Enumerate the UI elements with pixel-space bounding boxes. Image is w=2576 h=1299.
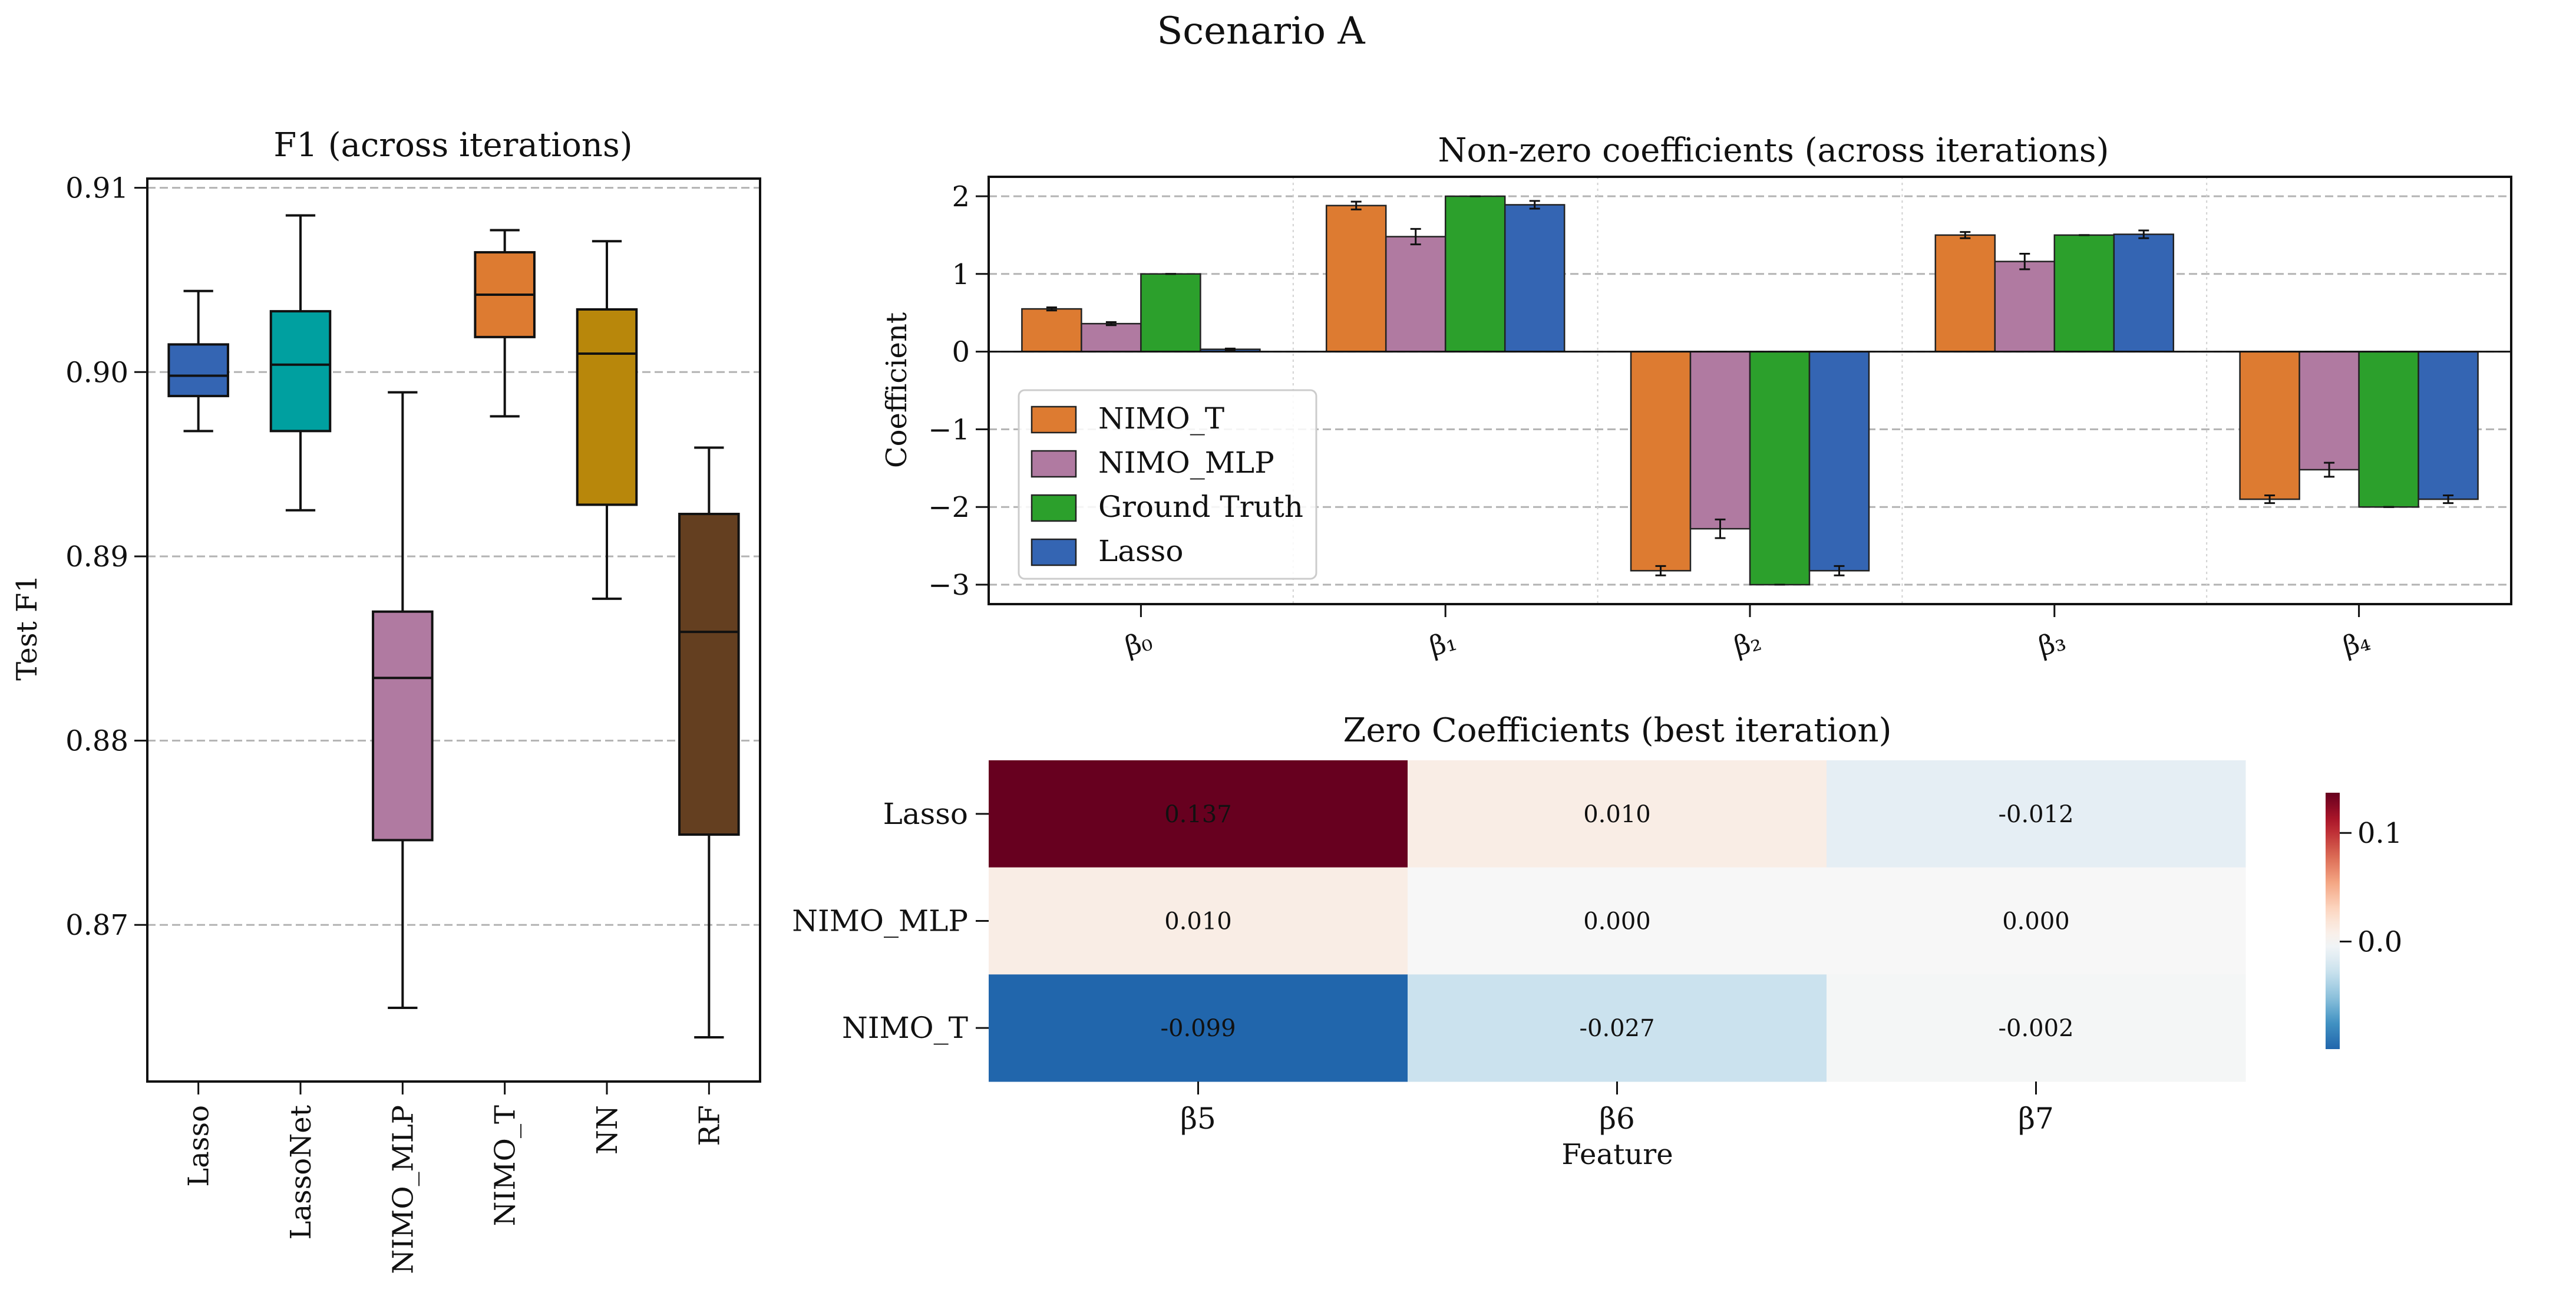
bar-NIMO_T-4 — [2239, 351, 2300, 500]
barchart-y-tick-label: −3 — [928, 569, 970, 602]
legend-box — [1018, 389, 1317, 580]
bar-Lasso-2 — [1808, 351, 1870, 572]
legend-label: NIMO_T — [1098, 401, 1224, 436]
heatmap-cell-value: 0.010 — [1583, 801, 1651, 828]
boxplot-title: F1 (across iterations) — [273, 126, 632, 164]
bar-Lasso-3 — [2113, 233, 2175, 352]
heatmap-cell-value: 0.000 — [1583, 908, 1651, 935]
boxplot-frame — [146, 177, 761, 1083]
heatmap-cell-value: -0.012 — [1998, 801, 2073, 828]
box-iqr-NN — [576, 308, 638, 506]
boxplot-x-tick-label: Lasso — [183, 1105, 216, 1187]
zero-coefficient-heatmap: Zero Coefficients (best iteration) Featu… — [792, 711, 2402, 1171]
heatmap-cell-value: -0.002 — [1998, 1015, 2073, 1042]
heatmap-row-label: NIMO_T — [842, 1011, 968, 1045]
box-iqr-NIMO_MLP — [372, 610, 434, 842]
boxplot-x-tick-label: RF — [693, 1105, 726, 1146]
boxplot-x-tick-label: NN — [591, 1105, 624, 1155]
bar-NIMO_T-3 — [1934, 234, 1996, 352]
heatmap-cell — [989, 867, 1408, 975]
bar-NIMO_MLP-0 — [1081, 322, 1142, 352]
heatmap-cell-value: -0.099 — [1160, 1015, 1236, 1042]
heatmap-cell-value: -0.027 — [1579, 1015, 1654, 1042]
heatmap-cell — [989, 760, 1408, 868]
heatmap-cell — [1827, 867, 2246, 975]
bar-NIMO_T-0 — [1021, 308, 1082, 352]
bar-Ground Truth-0 — [1140, 273, 1201, 352]
boxplot-y-tick-label: 0.89 — [65, 540, 128, 573]
heatmap-cell — [1827, 760, 2246, 868]
bar-Ground Truth-1 — [1444, 195, 1506, 352]
bar-Ground Truth-4 — [2358, 351, 2419, 508]
bar-NIMO_MLP-2 — [1689, 351, 1751, 530]
bar-NIMO_T-1 — [1325, 205, 1387, 352]
box-iqr-LassoNet — [269, 310, 332, 433]
f1-boxplot: F1 (across iterations) Test F1 0.87 0.88 0… — [11, 126, 761, 1274]
barchart-frame — [988, 176, 2512, 605]
bar-Lasso-1 — [1504, 204, 1566, 352]
legend-swatch-NIMO_MLP — [1031, 450, 1077, 478]
heatmap-column-label: β7 — [2018, 1102, 2054, 1136]
legend-swatch-Ground Truth — [1031, 494, 1077, 522]
heatmap-cell — [1408, 867, 1827, 975]
colorbar — [2326, 793, 2340, 1049]
box-iqr-Lasso — [167, 343, 229, 397]
heatmap-row-label: NIMO_MLP — [792, 904, 968, 938]
figure-title: Scenario A — [1157, 9, 1365, 53]
legend-swatch-Lasso — [1031, 538, 1077, 566]
boxplot-x-tick-label: LassoNet — [285, 1105, 318, 1239]
bar-Lasso-4 — [2418, 351, 2479, 500]
colorbar-tick-label: 0.1 — [2357, 817, 2402, 850]
boxplot-y-tick-label: 0.88 — [65, 725, 128, 758]
barchart-y-tick-label: 2 — [952, 180, 970, 213]
heatmap-cell-value: 0.000 — [2002, 908, 2070, 935]
heatmap-row-label: Lasso — [883, 797, 968, 831]
legend-label: Ground Truth — [1098, 490, 1303, 524]
barchart-y-axis-label: Coefficient — [880, 312, 913, 468]
heatmap-column-label: β6 — [1599, 1102, 1635, 1136]
heatmap-cell — [989, 974, 1408, 1082]
coefficient-bar-chart: Non-zero coefficients (across iterations… — [880, 131, 2512, 662]
legend-label: Lasso — [1098, 534, 1183, 568]
heatmap-x-axis-label: Feature — [1561, 1138, 1673, 1171]
heatmap-cell — [1408, 760, 1827, 868]
bar-Ground Truth-3 — [2053, 234, 2115, 352]
heatmap-cell-value: 0.010 — [1164, 908, 1232, 935]
barchart-y-tick-label: −1 — [928, 413, 970, 446]
bar-NIMO_MLP-3 — [1994, 261, 2056, 352]
bar-NIMO_T-2 — [1630, 351, 1692, 572]
colorbar-tick-label: 0.0 — [2357, 926, 2402, 959]
barchart-y-tick-label: 0 — [952, 336, 970, 369]
boxplot-y-tick-label: 0.90 — [65, 356, 128, 389]
barchart-y-tick-label: −2 — [928, 491, 970, 524]
barchart-y-tick-label: 1 — [952, 258, 970, 291]
bar-NIMO_MLP-4 — [2298, 351, 2360, 471]
box-iqr-RF — [678, 513, 740, 836]
heatmap-cell-value: 0.137 — [1164, 801, 1232, 828]
barchart-title: Non-zero coefficients (across iterations… — [1438, 131, 2109, 170]
heatmap-cell — [1408, 974, 1827, 1082]
bar-NIMO_MLP-1 — [1385, 236, 1446, 352]
legend-swatch-NIMO_T — [1031, 405, 1077, 434]
heatmap-column-label: β5 — [1180, 1102, 1216, 1136]
legend-label: NIMO_MLP — [1098, 446, 1274, 480]
heatmap-cell — [1827, 974, 2246, 1082]
heatmap-title: Zero Coefficients (best iteration) — [1343, 711, 1892, 750]
bar-Ground Truth-2 — [1749, 351, 1811, 586]
boxplot-x-tick-label: NIMO_MLP — [387, 1105, 420, 1274]
boxplot-y-tick-label: 0.87 — [65, 909, 128, 942]
boxplot-x-tick-label: NIMO_T — [489, 1105, 522, 1226]
boxplot-y-tick-label: 0.91 — [65, 172, 128, 205]
boxplot-y-axis-label: Test F1 — [11, 575, 44, 681]
